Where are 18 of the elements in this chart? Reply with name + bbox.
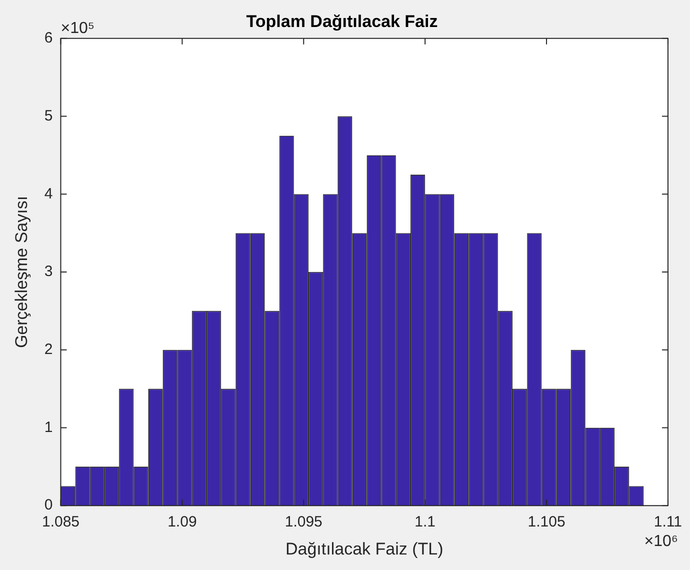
- x-tick-label: 1.1: [414, 514, 436, 531]
- y-tick-label: 0: [44, 496, 53, 514]
- x-tick-label: 1.105: [528, 514, 566, 531]
- y-axis-title: Gerçekleşme Sayısı: [12, 196, 31, 348]
- y-tick-label: 4: [44, 185, 53, 202]
- x-tick-label: 1.11: [654, 514, 682, 531]
- text: ×10⁶: [644, 533, 678, 550]
- y-tick-label: 2: [44, 341, 53, 358]
- x-tick-label: 1.085: [42, 514, 80, 531]
- y-tick-label: 5: [44, 107, 53, 124]
- y-tick-label: 3: [44, 263, 53, 280]
- y-tick-label: 6: [44, 30, 53, 47]
- chart-title: Toplam Dağıtılacak Faiz: [246, 12, 438, 31]
- y-tick-label: 1: [44, 418, 53, 436]
- text: ×10⁵: [60, 20, 95, 37]
- x-axis-title: Dağıtılacak Faiz (TL): [285, 539, 444, 558]
- x-tick-label: 1.095: [284, 514, 322, 531]
- x-tick-label: 1.09: [168, 514, 197, 531]
